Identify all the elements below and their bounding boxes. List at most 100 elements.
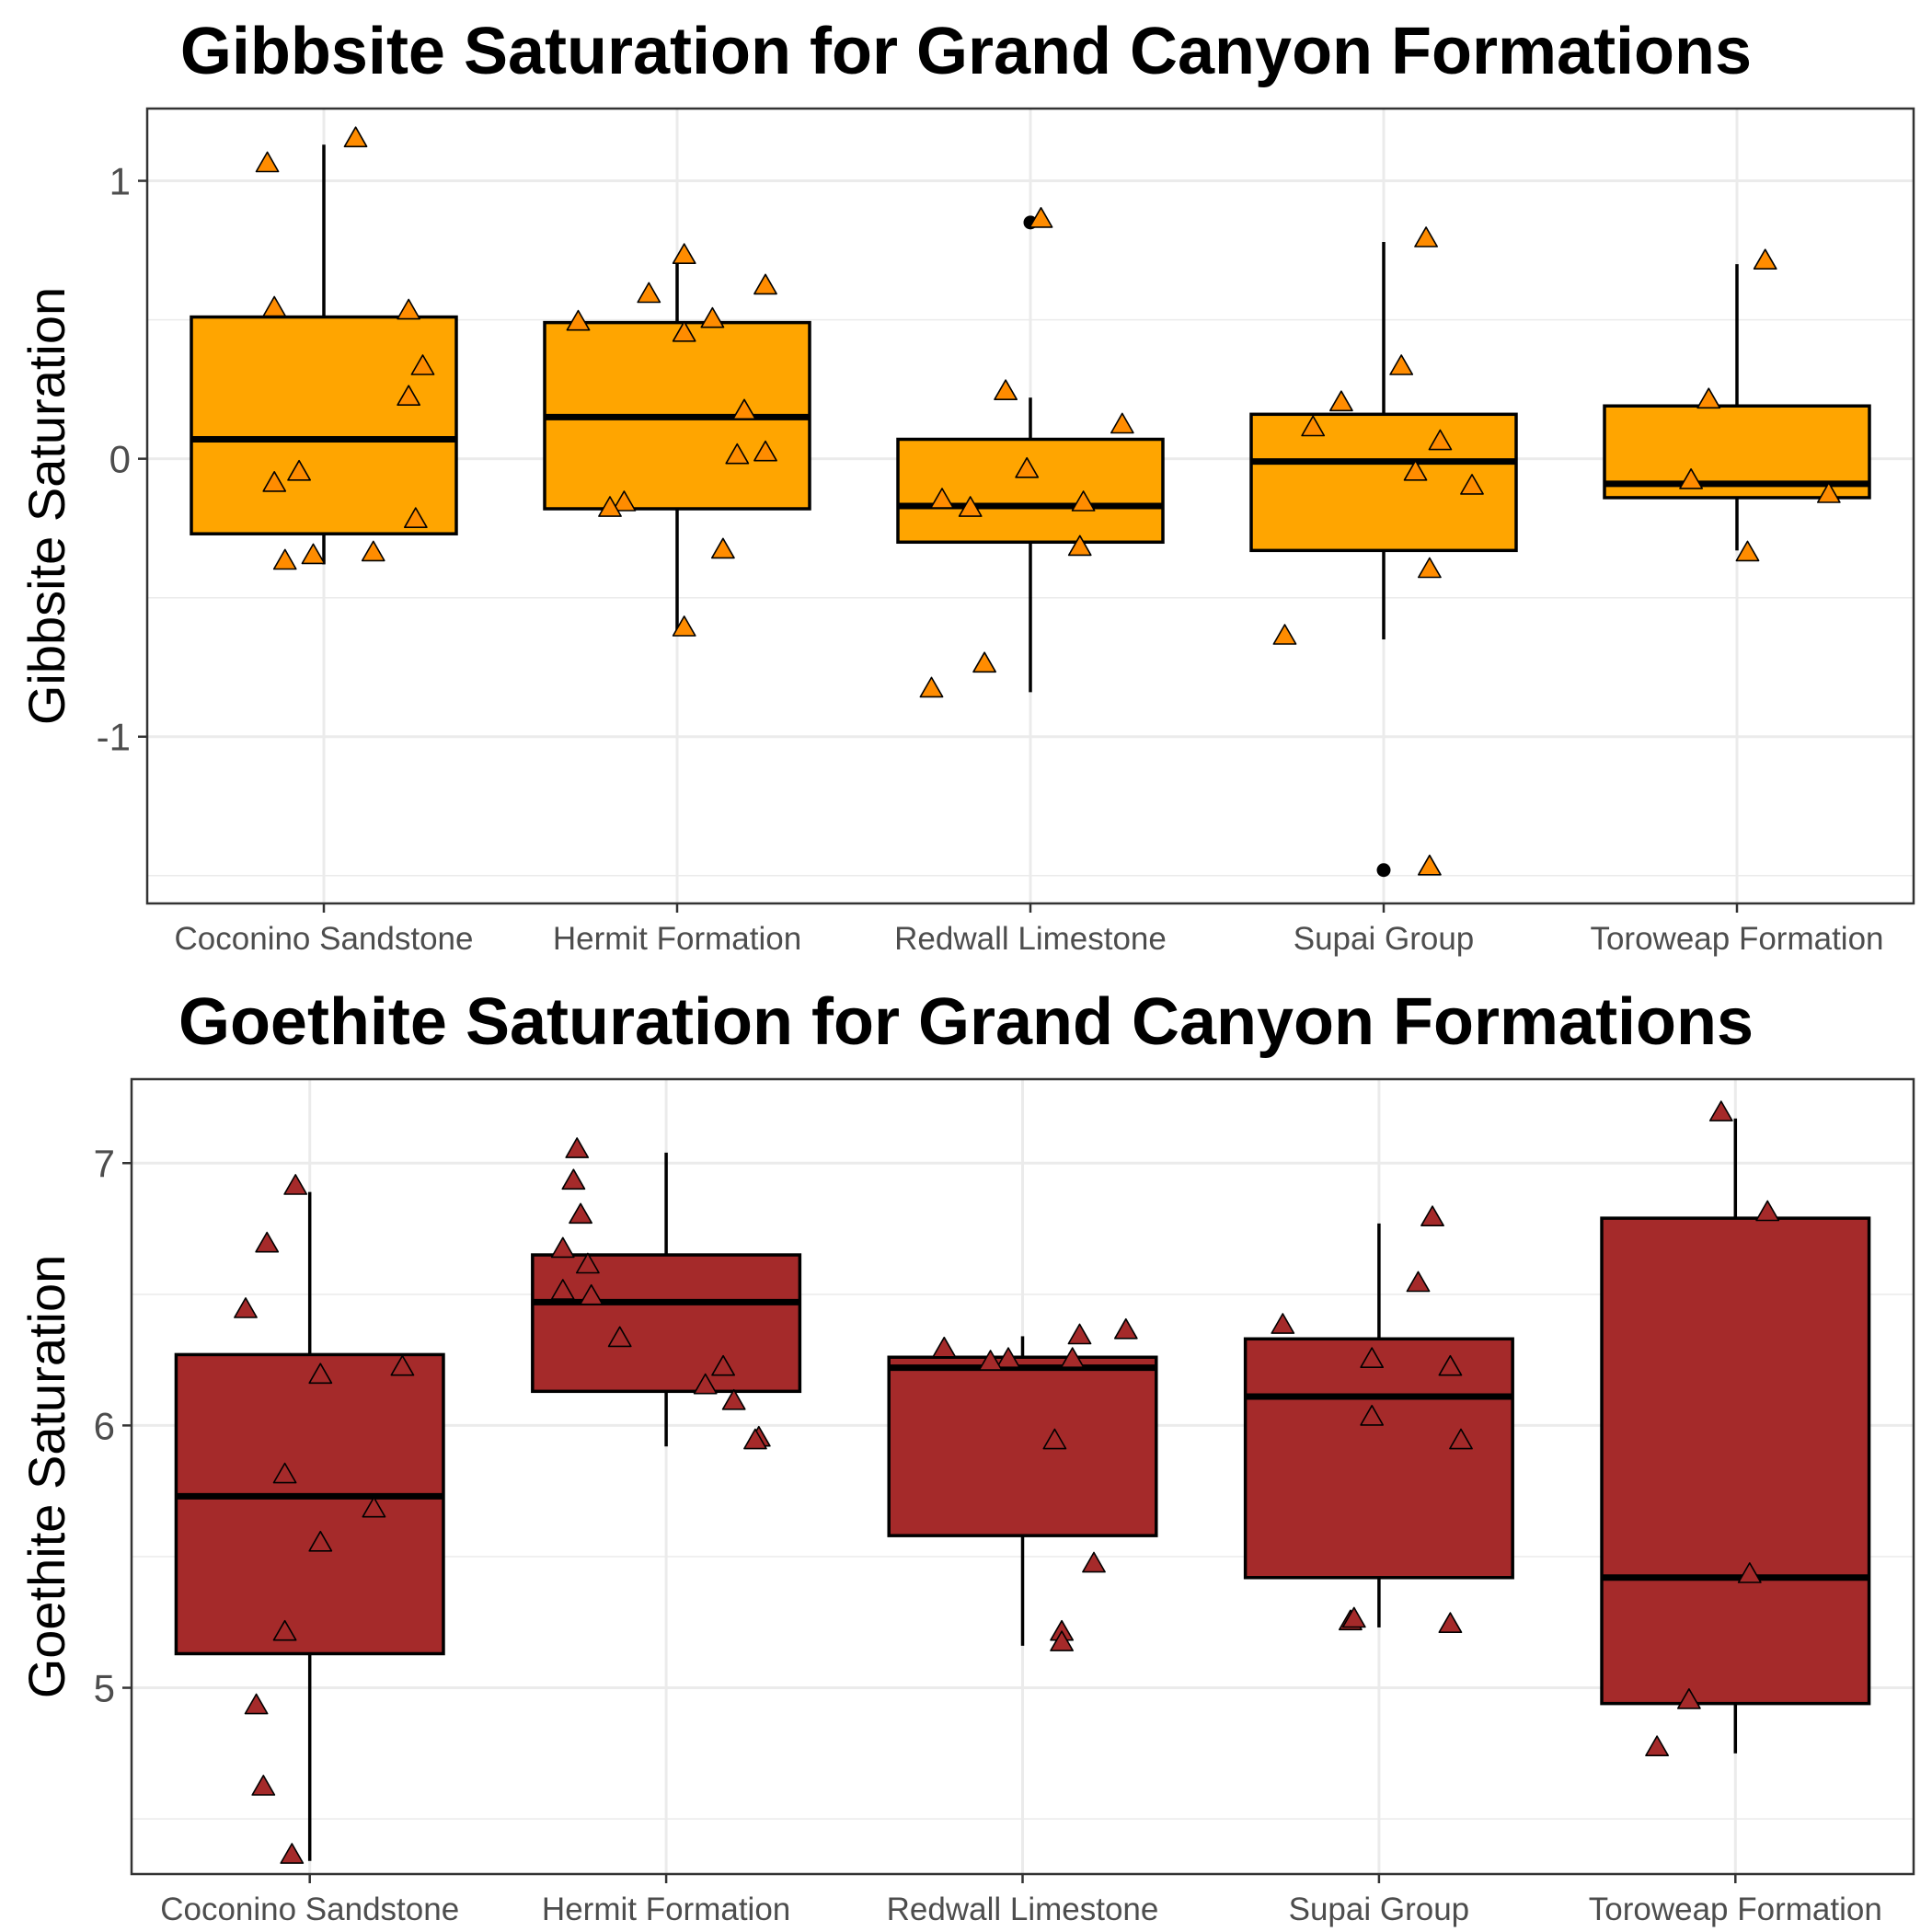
data-point — [1341, 1606, 1366, 1628]
data-point — [1438, 1612, 1463, 1633]
data-point — [1060, 1347, 1085, 1368]
data-point — [550, 1236, 575, 1259]
x-tick-label: Redwall Limestone — [894, 921, 1167, 957]
data-point — [958, 496, 983, 517]
box — [887, 1355, 1158, 1537]
y-tick-label: 1 — [109, 160, 131, 203]
data-point — [1360, 1347, 1384, 1368]
data-point — [1329, 390, 1353, 412]
data-point — [343, 126, 368, 148]
data-point — [1817, 482, 1841, 503]
data-point — [1737, 1562, 1762, 1583]
data-point — [598, 496, 622, 517]
x-tick-label: Toroweap Formation — [1589, 1892, 1882, 1927]
data-point — [1449, 1428, 1473, 1450]
data-point — [1029, 207, 1053, 228]
data-point — [637, 282, 661, 304]
outlier-point — [1376, 863, 1391, 878]
x-tick-label: Toroweap Formation — [1590, 921, 1883, 957]
data-point — [1696, 387, 1721, 409]
x-tick-label: Hermit Formation — [553, 921, 801, 957]
data-point — [569, 1202, 593, 1225]
data-point — [743, 1428, 767, 1450]
data-point — [283, 1174, 308, 1195]
data-point — [1753, 248, 1777, 270]
data-point — [1406, 1271, 1431, 1293]
gibbsite-chart: Gibbsite Saturation for Grand Canyon For… — [17, 15, 1915, 957]
data-point — [272, 548, 297, 570]
data-point — [753, 273, 777, 295]
data-point — [919, 676, 944, 698]
data-point — [725, 443, 750, 465]
data-point — [693, 1373, 718, 1395]
data-point — [672, 615, 696, 637]
chart-title: Goethite Saturation for Grand Canyon For… — [178, 985, 1754, 1059]
data-point — [272, 1619, 297, 1641]
data-point — [287, 459, 312, 481]
data-point — [1420, 1205, 1444, 1226]
data-point — [996, 1347, 1020, 1368]
data-point — [700, 306, 725, 328]
data-point — [672, 320, 696, 342]
data-point — [390, 1354, 415, 1376]
data-point — [566, 309, 591, 331]
data-point — [612, 490, 637, 512]
data-point — [362, 1496, 386, 1518]
y-axis-label: Gibbsite Saturation — [17, 287, 75, 725]
data-point — [397, 385, 421, 407]
data-point — [672, 243, 696, 265]
data-point — [978, 1350, 1003, 1371]
data-point — [1708, 1100, 1733, 1121]
data-point — [753, 440, 777, 462]
y-axis-label: Goethite Saturation — [17, 1255, 75, 1699]
data-point — [710, 537, 735, 559]
data-point — [1735, 540, 1760, 562]
y-tick-label: 5 — [94, 1667, 115, 1710]
data-point — [1271, 1313, 1295, 1334]
data-point — [1414, 226, 1438, 247]
data-point — [711, 1354, 736, 1376]
data-point — [308, 1530, 333, 1552]
box — [1600, 1216, 1871, 1706]
y-tick-label: -1 — [97, 716, 131, 759]
data-point — [1114, 1317, 1138, 1340]
x-tick-label: Hermit Formation — [542, 1892, 790, 1927]
data-point — [930, 488, 954, 509]
data-point — [550, 1279, 575, 1300]
data-point — [262, 470, 287, 492]
data-point — [308, 1363, 333, 1385]
data-point — [932, 1336, 957, 1358]
data-point — [1679, 467, 1703, 489]
data-point — [1067, 1323, 1092, 1345]
data-point — [1438, 1354, 1463, 1376]
data-point — [1403, 459, 1428, 481]
data-point — [1360, 1405, 1384, 1426]
box — [896, 437, 1165, 545]
data-point — [397, 298, 421, 320]
data-point — [410, 354, 435, 375]
data-point — [972, 651, 996, 673]
chart-title: Gibbsite Saturation for Grand Canyon For… — [180, 15, 1752, 88]
data-point — [244, 1693, 269, 1715]
data-point — [579, 1283, 604, 1305]
data-point — [994, 379, 1018, 401]
data-point — [565, 1137, 590, 1158]
data-point — [1645, 1735, 1669, 1756]
data-point — [1050, 1630, 1074, 1651]
data-point — [721, 1388, 746, 1410]
data-point — [1082, 1551, 1106, 1573]
x-tick-label: Supai Group — [1289, 1892, 1470, 1927]
data-point — [607, 1326, 632, 1348]
data-point — [732, 398, 756, 420]
data-point — [1418, 854, 1442, 876]
data-point — [361, 540, 385, 562]
y-tick-label: 6 — [94, 1404, 115, 1447]
box — [1243, 1337, 1514, 1580]
data-point — [1272, 624, 1297, 645]
data-point — [1428, 429, 1453, 451]
x-tick-label: Redwall Limestone — [887, 1892, 1159, 1927]
data-point — [1042, 1428, 1067, 1450]
data-point — [262, 295, 287, 317]
box — [190, 315, 458, 535]
